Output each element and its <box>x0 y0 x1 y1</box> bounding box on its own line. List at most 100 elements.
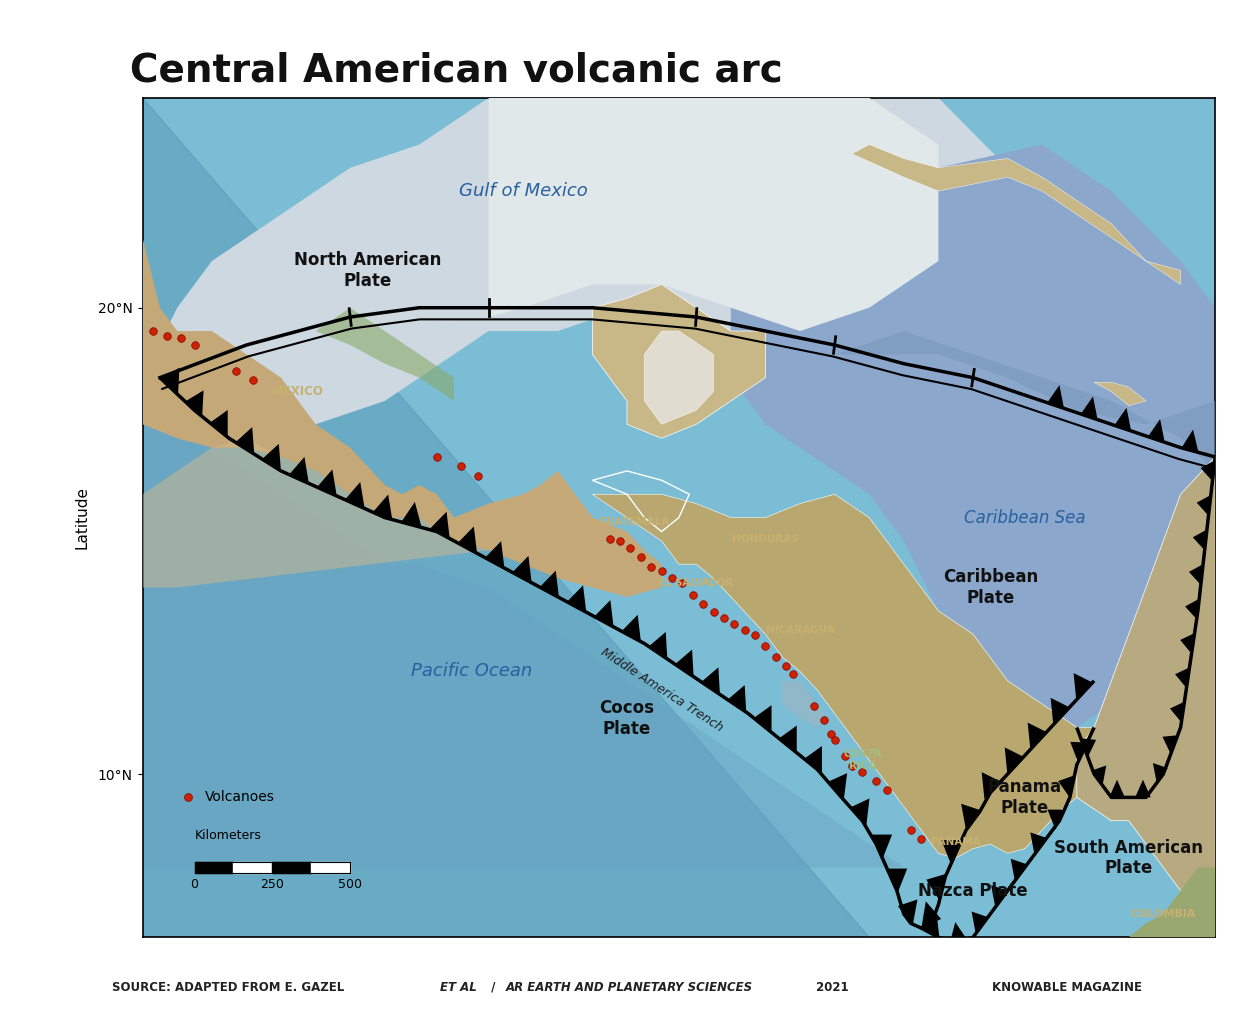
Polygon shape <box>991 885 1008 907</box>
Text: Panama
Plate: Panama Plate <box>988 778 1061 817</box>
Polygon shape <box>345 482 365 509</box>
Point <box>900 822 920 838</box>
Polygon shape <box>828 774 847 800</box>
Text: 500: 500 <box>339 878 362 891</box>
Polygon shape <box>143 98 1008 424</box>
Point <box>703 604 723 620</box>
Polygon shape <box>782 681 827 727</box>
Polygon shape <box>924 916 940 938</box>
Polygon shape <box>805 746 822 774</box>
Point <box>877 782 897 798</box>
Point <box>177 789 197 805</box>
Polygon shape <box>779 725 797 753</box>
Polygon shape <box>1058 776 1075 797</box>
Polygon shape <box>594 600 614 627</box>
Polygon shape <box>485 541 505 568</box>
Polygon shape <box>1162 735 1178 754</box>
Text: North American
Plate: North American Plate <box>294 251 441 289</box>
Polygon shape <box>1115 408 1131 431</box>
Polygon shape <box>161 368 180 394</box>
Point <box>766 648 786 664</box>
Point <box>631 549 651 565</box>
Polygon shape <box>675 650 693 677</box>
Text: 2021: 2021 <box>812 981 849 994</box>
Text: SOURCE: ADAPTED FROM E. GAZEL: SOURCE: ADAPTED FROM E. GAZEL <box>112 981 348 994</box>
Polygon shape <box>1200 460 1215 481</box>
Polygon shape <box>1110 780 1125 797</box>
Polygon shape <box>143 354 904 867</box>
Polygon shape <box>1094 382 1146 406</box>
Polygon shape <box>143 439 489 587</box>
Text: Caribbean
Plate: Caribbean Plate <box>942 569 1038 607</box>
Point <box>842 757 862 774</box>
Point <box>815 712 835 728</box>
Polygon shape <box>872 834 892 859</box>
Text: GUATEMALA: GUATEMALA <box>598 517 670 527</box>
Polygon shape <box>730 144 1215 727</box>
Polygon shape <box>1028 723 1047 750</box>
Text: /: / <box>487 981 500 994</box>
Text: Gulf of Mexico: Gulf of Mexico <box>459 182 588 200</box>
Polygon shape <box>1081 739 1096 757</box>
Text: KNOWABLE MAGAZINE: KNOWABLE MAGAZINE <box>992 981 1142 994</box>
Polygon shape <box>1193 529 1207 550</box>
Polygon shape <box>262 444 281 471</box>
Polygon shape <box>512 556 532 583</box>
Text: NICARAGUA: NICARAGUA <box>765 624 835 634</box>
Text: Pacific Ocean: Pacific Ocean <box>410 662 532 681</box>
Polygon shape <box>402 502 422 527</box>
Text: Volcanoes: Volcanoes <box>205 790 275 804</box>
Text: HONDURAS: HONDURAS <box>732 534 799 544</box>
Point <box>652 563 672 580</box>
Polygon shape <box>1189 564 1203 585</box>
Point <box>171 330 191 346</box>
Polygon shape <box>1091 765 1106 786</box>
Polygon shape <box>593 284 765 439</box>
Text: Central American volcanic arc: Central American volcanic arc <box>130 52 782 90</box>
Point <box>825 732 844 749</box>
Point <box>600 530 620 547</box>
Text: Kilometers: Kilometers <box>195 829 262 842</box>
Point <box>714 610 734 626</box>
Text: COLOMBIA: COLOMBIA <box>1131 909 1197 919</box>
Text: South American
Plate: South American Plate <box>1054 838 1203 878</box>
Text: COSTA
RICA: COSTA RICA <box>843 749 882 770</box>
Text: PANAMA: PANAMA <box>931 836 981 847</box>
Point <box>469 468 489 484</box>
Polygon shape <box>898 899 918 926</box>
Point <box>620 540 640 556</box>
Polygon shape <box>1048 810 1064 829</box>
Polygon shape <box>972 912 988 933</box>
Polygon shape <box>1135 780 1151 797</box>
Point <box>776 657 796 674</box>
Polygon shape <box>567 585 587 612</box>
Polygon shape <box>593 494 1146 858</box>
Text: Middle America Trench: Middle America Trench <box>598 646 725 734</box>
Text: AR EARTH AND PLANETARY SCIENCES: AR EARTH AND PLANETARY SCIENCES <box>506 981 753 994</box>
Polygon shape <box>1197 495 1210 516</box>
Text: 250: 250 <box>260 878 284 891</box>
Polygon shape <box>621 615 641 642</box>
Polygon shape <box>1011 859 1027 881</box>
Point <box>157 328 177 344</box>
Polygon shape <box>851 798 869 825</box>
Polygon shape <box>143 98 869 937</box>
Polygon shape <box>316 308 454 401</box>
Text: MEXICO: MEXICO <box>273 385 324 399</box>
Y-axis label: Latitude: Latitude <box>74 486 89 549</box>
Polygon shape <box>1076 457 1215 937</box>
Point <box>735 621 755 638</box>
Polygon shape <box>458 526 477 553</box>
Polygon shape <box>982 772 1001 799</box>
Point <box>672 575 692 591</box>
Polygon shape <box>1148 419 1164 442</box>
Polygon shape <box>1171 701 1184 722</box>
Polygon shape <box>1081 397 1097 419</box>
Point <box>724 616 744 632</box>
Polygon shape <box>1048 385 1064 408</box>
Polygon shape <box>1050 698 1070 725</box>
Polygon shape <box>728 685 746 712</box>
Polygon shape <box>289 457 309 483</box>
Point <box>610 533 630 549</box>
Polygon shape <box>1215 317 1240 401</box>
